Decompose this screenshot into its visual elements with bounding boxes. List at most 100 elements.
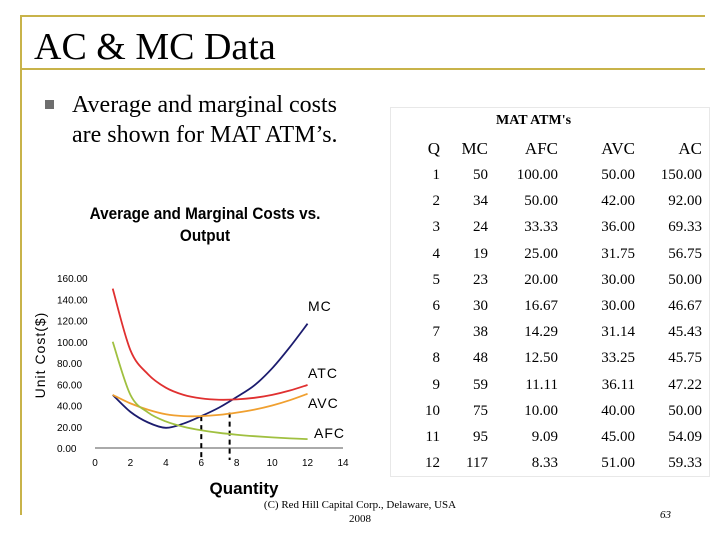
table-frame bbox=[390, 107, 710, 477]
table-cell: 50 bbox=[473, 167, 488, 183]
footer-copyright: (C) Red Hill Capital Corp., Delaware, US… bbox=[260, 498, 460, 526]
table-cell: 9 bbox=[432, 376, 441, 393]
series-line-atc bbox=[111, 288, 308, 401]
table-cell: 10 bbox=[425, 402, 440, 419]
y-axis-label: Unit Cost($) bbox=[32, 312, 48, 399]
y-tick-label: 140.00 bbox=[57, 295, 88, 306]
table-column-header: MC bbox=[461, 139, 488, 158]
table-cell: 54.09 bbox=[668, 429, 702, 445]
table-cell: 2 bbox=[432, 193, 441, 210]
table-cell: 59 bbox=[473, 376, 488, 393]
table-cell: 12 bbox=[425, 455, 440, 472]
x-tick-label: 8 bbox=[234, 458, 240, 469]
table-cell: 25.00 bbox=[524, 245, 558, 262]
series-label-avc: AVC bbox=[308, 395, 339, 411]
table-cell: 40.00 bbox=[601, 402, 635, 419]
table-cell: 75 bbox=[473, 402, 488, 419]
table-cell: 8.33 bbox=[531, 455, 558, 472]
table-cell: 50.00 bbox=[601, 167, 635, 183]
x-tick-label: 14 bbox=[337, 458, 349, 469]
series-label-atc: ATC bbox=[308, 365, 338, 381]
y-tick-label: 20.00 bbox=[57, 423, 82, 434]
x-tick-label: 10 bbox=[267, 458, 279, 469]
table-cell: 12.50 bbox=[524, 350, 558, 367]
table-column-header: AC bbox=[678, 139, 702, 158]
table-cell: 24 bbox=[473, 219, 488, 236]
table-cell: 51.00 bbox=[601, 455, 635, 472]
x-tick-label: 12 bbox=[302, 458, 314, 469]
table-cell: 19 bbox=[473, 245, 488, 262]
bullet-text: Average and marginal costs are shown for… bbox=[72, 92, 338, 148]
top-rule bbox=[20, 15, 705, 17]
table-cell: 100.00 bbox=[516, 167, 558, 183]
y-tick-label: 160.00 bbox=[57, 274, 88, 285]
table-cell: 9.09 bbox=[531, 429, 558, 445]
table-cell: 33.33 bbox=[524, 219, 558, 236]
table-cell: 117 bbox=[466, 455, 488, 472]
y-tick-label: 0.00 bbox=[57, 444, 77, 455]
table-cell: 56.75 bbox=[668, 245, 702, 262]
table-title: MAT ATM's bbox=[496, 113, 572, 128]
table-cell: 34 bbox=[473, 193, 488, 210]
table-cell: 6 bbox=[432, 298, 441, 314]
y-tick-label: 100.00 bbox=[57, 338, 88, 349]
table-cell: 4 bbox=[432, 245, 441, 262]
table-cell: 92.00 bbox=[668, 193, 702, 210]
table-cell: 16.67 bbox=[524, 298, 558, 314]
table-cell: 95 bbox=[473, 429, 488, 445]
table-cell: 69.33 bbox=[668, 219, 702, 236]
table-cell: 36.00 bbox=[601, 219, 635, 236]
title-underline bbox=[20, 68, 705, 70]
table-cell: 50.00 bbox=[668, 402, 702, 419]
y-tick-label: 120.00 bbox=[57, 317, 88, 328]
table-cell: 5 bbox=[432, 271, 441, 288]
table-cell: 47.22 bbox=[668, 376, 702, 393]
series-label-mc: MC bbox=[308, 298, 332, 314]
table-cell: 30.00 bbox=[601, 298, 635, 314]
slide-title: AC & MC Data bbox=[34, 26, 276, 68]
y-tick-label: 80.00 bbox=[57, 359, 82, 370]
table-cell: 50.00 bbox=[668, 271, 702, 288]
table-cell: 33.25 bbox=[601, 350, 635, 367]
x-tick-label: 6 bbox=[199, 458, 205, 469]
table-cell: 11.11 bbox=[525, 376, 558, 393]
footer-line-1: (C) Red Hill Capital Corp., Delaware, US… bbox=[263, 499, 457, 511]
x-tick-label: 4 bbox=[163, 458, 169, 469]
table-cell: 38 bbox=[473, 324, 488, 341]
table-cell: 30 bbox=[473, 298, 488, 314]
table-cell: 11 bbox=[425, 429, 440, 445]
x-tick-label: 0 bbox=[92, 458, 98, 469]
table-cell: 45.00 bbox=[601, 429, 635, 445]
series-label-afc: AFC bbox=[314, 425, 345, 441]
series-line-mc bbox=[112, 323, 309, 429]
table-cell: 31.75 bbox=[601, 245, 635, 262]
x-axis-label: Quantity bbox=[210, 479, 279, 498]
page-number: 63 bbox=[660, 509, 671, 521]
table-cell: 36.11 bbox=[601, 376, 635, 393]
table-cell: 30.00 bbox=[601, 271, 635, 288]
table-cell: 46.67 bbox=[668, 298, 702, 314]
footer-line-2: 2008 bbox=[349, 513, 371, 525]
table-cell: 150.00 bbox=[660, 167, 702, 183]
table-cell: 50.00 bbox=[524, 193, 558, 210]
bullet-icon bbox=[45, 100, 54, 109]
table-cell: 3 bbox=[432, 219, 441, 236]
left-rule bbox=[20, 15, 22, 515]
table-cell: 14.29 bbox=[524, 324, 558, 341]
x-tick-label: 2 bbox=[128, 458, 134, 469]
table-column-header: AVC bbox=[601, 139, 635, 158]
chart-title: Average and Marginal Costs vs. Output bbox=[89, 204, 321, 245]
table-cell: 31.14 bbox=[601, 324, 635, 341]
table-column-header: Q bbox=[427, 139, 440, 158]
table-cell: 8 bbox=[432, 350, 441, 367]
table-cell: 45.75 bbox=[668, 350, 702, 367]
table-cell: 59.33 bbox=[668, 455, 702, 472]
table-cell: 45.43 bbox=[668, 324, 702, 341]
table-cell: 10.00 bbox=[524, 402, 558, 419]
series-line-afc bbox=[111, 341, 308, 441]
table-cell: 1 bbox=[432, 167, 441, 183]
table-column-header: AFC bbox=[524, 139, 558, 158]
series-line-avc bbox=[112, 392, 308, 418]
table-cell: 20.00 bbox=[524, 271, 558, 288]
